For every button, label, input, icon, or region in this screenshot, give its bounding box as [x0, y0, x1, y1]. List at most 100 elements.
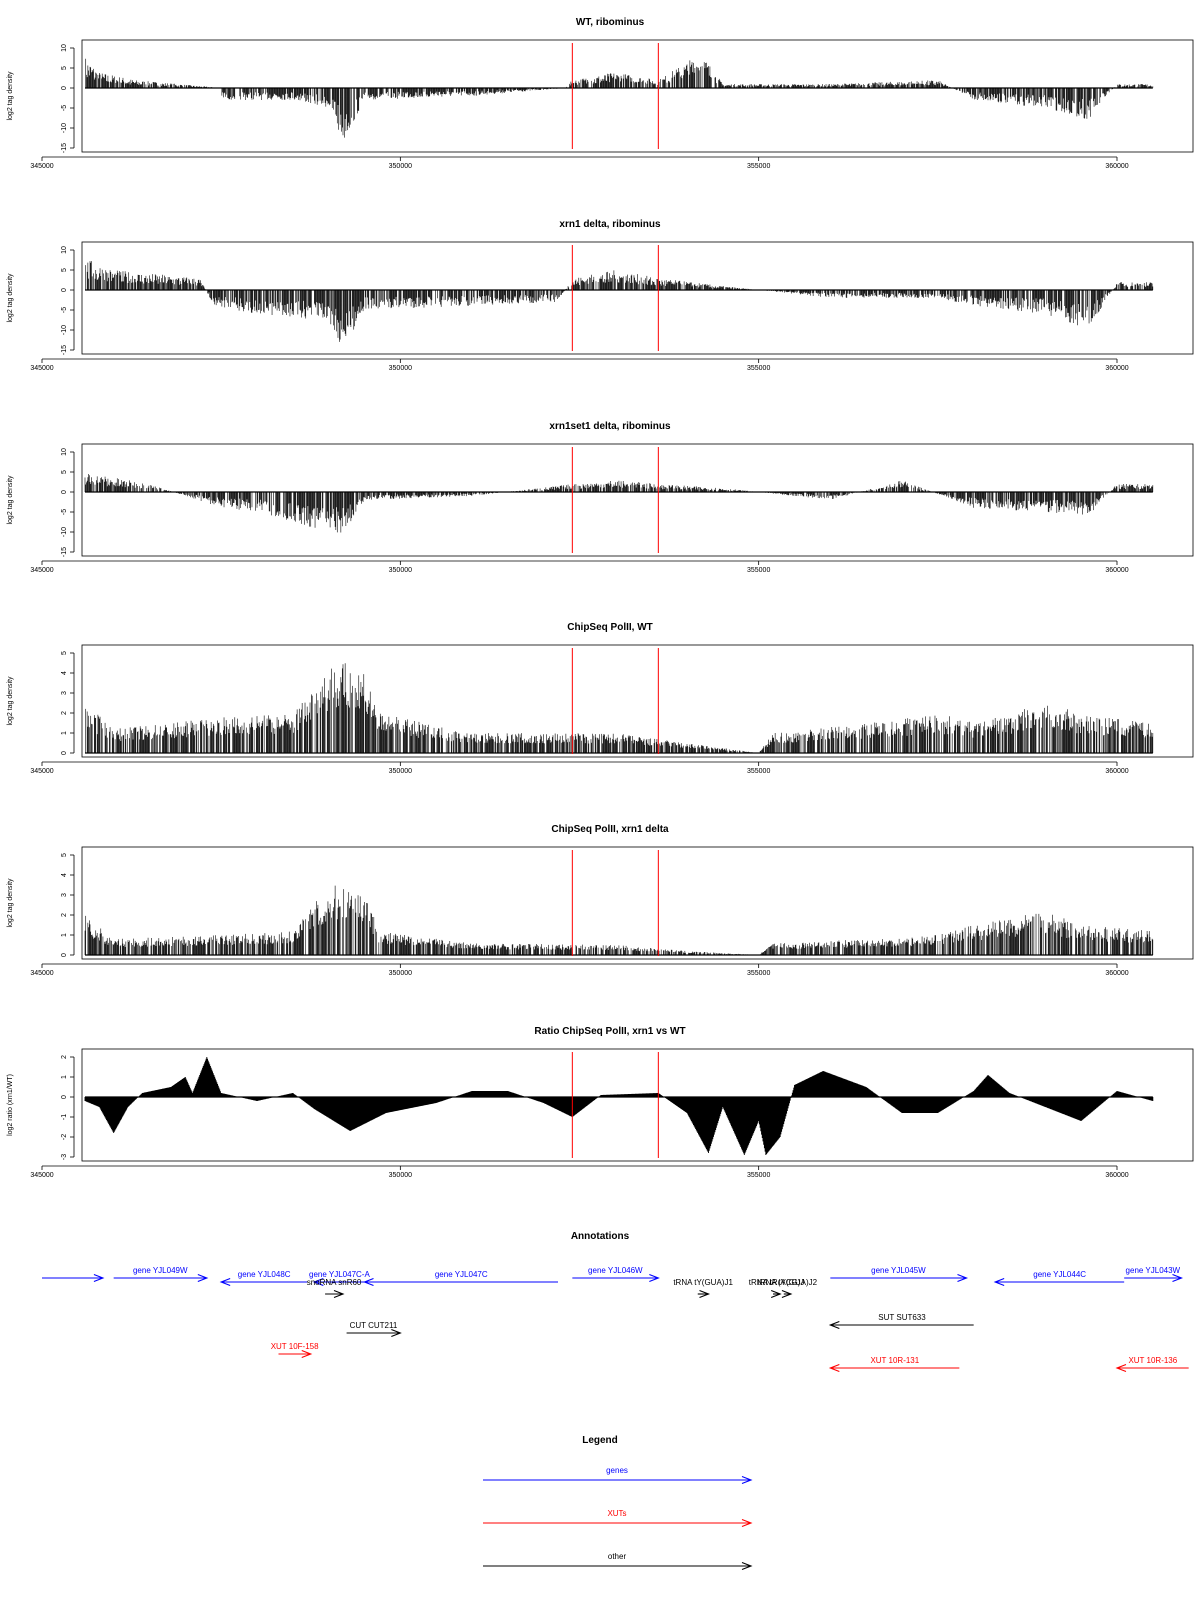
- y-tick-label: 0: [61, 953, 68, 957]
- x-tick-label: 345000: [30, 768, 53, 775]
- annotation-arrow: [993, 1277, 1125, 1287]
- y-tick-label: 2: [61, 1055, 68, 1059]
- track-panel: ChipSeq PolII, WT log2 tag density 0 1 2 3 4 5 3…: [7, 622, 1194, 775]
- annotation-arrow: [830, 1273, 969, 1283]
- y-axis-label: log2 tag density: [7, 475, 14, 525]
- y-tick-label: -10: [61, 325, 68, 335]
- annotation-label: XUT 10R-136: [1128, 1356, 1177, 1365]
- y-tick-label: 0: [61, 86, 68, 90]
- plot-frame: [81, 644, 1194, 758]
- panel-title: Ratio ChipSeq PolII, xrn1 vs WT: [534, 1026, 685, 1037]
- annotation-arrow: [42, 1273, 105, 1283]
- signal-bars: [84, 1057, 1154, 1155]
- y-tick-label: -15: [61, 345, 68, 355]
- annotation-label: gene YJL049W: [133, 1266, 188, 1275]
- panel-title: WT, ribominus: [576, 17, 645, 28]
- annotation-arrow: [572, 1273, 660, 1283]
- plot-frame: [81, 443, 1194, 557]
- y-axis-label: log2 tag density: [7, 71, 14, 121]
- y-tick-label: -3: [61, 1154, 68, 1160]
- y-tick-label: 10: [61, 448, 68, 456]
- annotation-label: SUT SUT633: [878, 1313, 926, 1322]
- y-tick-label: 0: [61, 490, 68, 494]
- annotation-arrow: [770, 1289, 782, 1299]
- annotation-label: gene YJL044C: [1033, 1270, 1086, 1279]
- panel-title: ChipSeq PolII, WT: [567, 622, 653, 633]
- annotation-arrow: [113, 1273, 209, 1283]
- y-tick-label: 0: [61, 751, 68, 755]
- x-tick-label: 355000: [747, 567, 770, 574]
- y-tick-label: 5: [61, 853, 68, 857]
- annotation-arrow: [781, 1289, 793, 1299]
- x-tick-label: 355000: [747, 970, 770, 977]
- x-tick-label: 345000: [30, 970, 53, 977]
- plot-frame: [81, 241, 1194, 355]
- x-tick-label: 350000: [389, 970, 412, 977]
- y-tick-label: 0: [61, 1095, 68, 1099]
- y-tick-label: 1: [61, 933, 68, 937]
- annotation-label: gene YJL043W: [1126, 1266, 1181, 1275]
- annotation-label: gene YJL048C: [238, 1270, 291, 1279]
- track-panel: ChipSeq PolII, xrn1 delta log2 tag densit…: [7, 824, 1194, 977]
- x-tick-label: 360000: [1105, 163, 1128, 170]
- annotation-label: tRNA tY(GUA)J1: [673, 1278, 733, 1287]
- panel-title: xrn1set1 delta, ribominus: [549, 421, 671, 432]
- annotation-arrow: [278, 1349, 313, 1359]
- y-axis-label: log2 tag density: [7, 676, 14, 726]
- panel-title: xrn1 delta, ribominus: [559, 219, 661, 230]
- track-panels: WT, ribominus log2 tag density -15 -10 -5 0 5 1…: [7, 17, 1194, 1179]
- annotation-label: XUT 10R-131: [870, 1356, 919, 1365]
- x-tick-label: 360000: [1105, 970, 1128, 977]
- annotation-arrow: [325, 1289, 345, 1299]
- y-tick-label: 1: [61, 1075, 68, 1079]
- annotation-arrow: [1124, 1273, 1184, 1283]
- y-tick-label: -15: [61, 143, 68, 153]
- y-axis-label: log2 ratio (xrn1/WT): [7, 1074, 14, 1136]
- track-panel: WT, ribominus log2 tag density -15 -10 -5 0 5 1…: [7, 17, 1194, 170]
- y-axis-label: log2 tag density: [7, 273, 14, 323]
- y-tick-label: 3: [61, 893, 68, 897]
- y-tick-label: -10: [61, 527, 68, 537]
- y-tick-label: -5: [61, 105, 68, 111]
- annotation-label: tRNA tY(GUA)J2: [758, 1278, 818, 1287]
- signal-bars: [85, 261, 1154, 342]
- annotation-arrow: [697, 1289, 711, 1299]
- y-tick-label: 2: [61, 913, 68, 917]
- x-tick-label: 345000: [30, 567, 53, 574]
- x-tick-label: 345000: [30, 163, 53, 170]
- annotations-title: Annotations: [571, 1231, 630, 1242]
- signal-bars: [84, 885, 1154, 955]
- y-tick-label: -10: [61, 123, 68, 133]
- x-tick-label: 360000: [1105, 567, 1128, 574]
- legend-label: genes: [606, 1466, 628, 1475]
- legend-label: other: [608, 1552, 627, 1561]
- annotation-arrow: [219, 1277, 308, 1287]
- y-tick-label: 10: [61, 246, 68, 254]
- y-tick-label: 5: [61, 651, 68, 655]
- x-tick-label: 360000: [1105, 365, 1128, 372]
- annotation-label: gene YJL046W: [588, 1266, 643, 1275]
- annotation-arrow: [346, 1328, 402, 1338]
- annotation-label: XUT 10F-158: [271, 1342, 319, 1351]
- x-tick-label: 355000: [747, 768, 770, 775]
- track-panel: xrn1 delta, ribominus log2 tag density -15…: [7, 219, 1194, 372]
- x-tick-label: 355000: [747, 365, 770, 372]
- annotation-label: gene YJL047C-A: [309, 1270, 370, 1279]
- y-tick-label: -5: [61, 509, 68, 515]
- y-tick-label: 4: [61, 671, 68, 675]
- y-tick-label: 3: [61, 691, 68, 695]
- x-tick-label: 345000: [30, 365, 53, 372]
- y-axis-label: log2 tag density: [7, 878, 14, 928]
- panel-title: ChipSeq PolII, xrn1 delta: [551, 824, 669, 835]
- y-tick-label: 5: [61, 66, 68, 70]
- legend-panel: Legend genes XUTs other: [483, 1435, 753, 1571]
- annotation-label: CUT CUT211: [350, 1321, 398, 1330]
- annotation-label: tRNA tR(ACG)J: [749, 1278, 805, 1287]
- signal-bars: [85, 58, 1154, 138]
- x-tick-label: 350000: [389, 163, 412, 170]
- y-tick-label: 1: [61, 731, 68, 735]
- x-tick-label: 350000: [389, 365, 412, 372]
- plot-frame: [81, 1048, 1194, 1162]
- legend-arrow: [483, 1561, 753, 1571]
- annotation-label: snoRNA snR60: [307, 1278, 362, 1287]
